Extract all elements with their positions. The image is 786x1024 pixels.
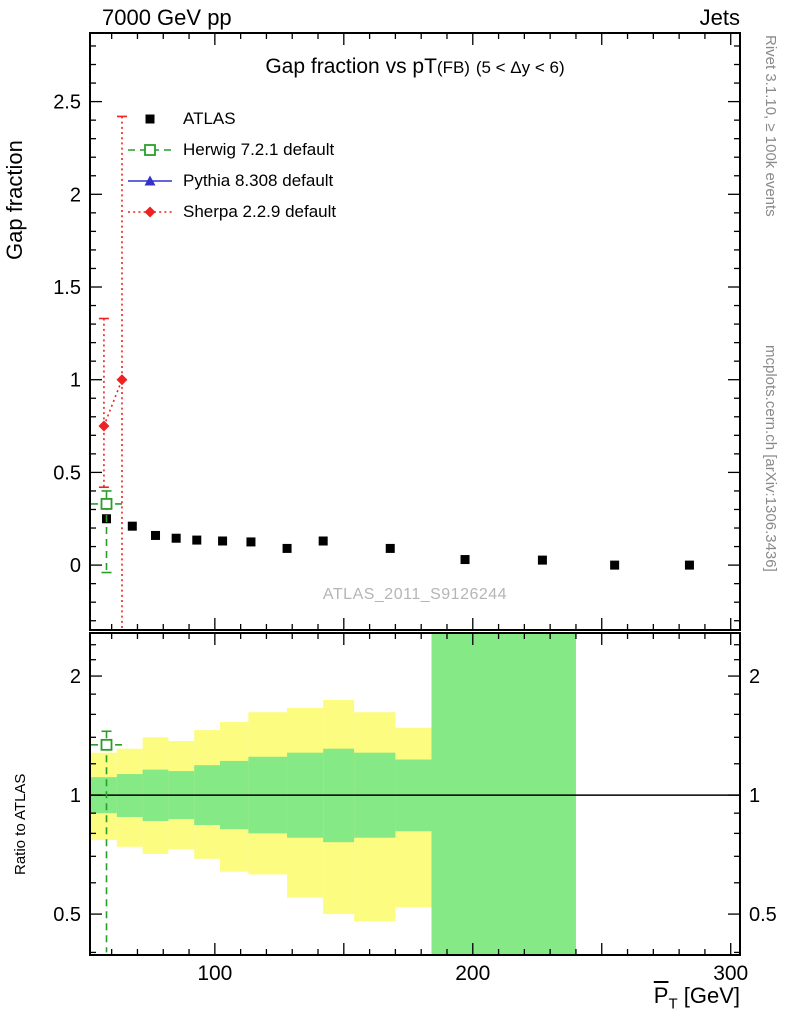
svg-text:100: 100 [197, 962, 232, 985]
plot-title-cut: (5 < Δy < 6) [475, 58, 565, 77]
plot-title: Gap fraction vs pT(FB) (5 < Δy < 6) [90, 55, 740, 79]
svg-text:2: 2 [70, 184, 81, 206]
svg-text:200: 200 [455, 962, 490, 985]
main-y-axis-label: Gap fraction [2, 140, 27, 260]
x-axis-symbol: P [653, 983, 669, 1008]
x-axis-label: PT [GeV] [440, 983, 740, 1012]
diamond-filled-legend-icon [128, 206, 172, 217]
square-filled-legend-icon [145, 114, 155, 123]
legend: ATLAS Herwig 7.2.1 default Pythia 8.308 de… [127, 103, 336, 227]
svg-text:0.5: 0.5 [53, 462, 81, 484]
svg-text:2: 2 [70, 666, 81, 688]
svg-text:300: 300 [713, 962, 748, 985]
svg-text:2: 2 [749, 666, 760, 688]
plot-title-tag: (FB) [436, 58, 470, 77]
triangle-filled-legend-icon [128, 175, 172, 185]
analysis-id-watermark: ATLAS_2011_S9126244 [322, 586, 508, 603]
svg-text:0.5: 0.5 [53, 904, 81, 926]
legend-label: ATLAS [183, 108, 236, 128]
legend-item: Pythia 8.308 default [127, 165, 336, 196]
legend-item: ATLAS [127, 103, 336, 134]
svg-text:1.5: 1.5 [53, 277, 81, 299]
legend-item: Herwig 7.2.1 default [127, 134, 336, 165]
square-open-legend-icon [128, 143, 172, 156]
x-axis-subscript: T [668, 995, 678, 1013]
legend-item: Sherpa 2.2.9 default [127, 196, 336, 227]
beam-energy-label: 7000 GeV pp [102, 5, 232, 30]
svg-text:1: 1 [749, 785, 760, 807]
svg-text:1: 1 [70, 785, 81, 807]
legend-label: Pythia 8.308 default [183, 170, 334, 190]
x-axis-units: [GeV] [677, 983, 740, 1008]
mcplots-reference-note: mcplots.cern.ch [arXiv:1306.3436] [762, 345, 779, 572]
process-label: Jets [699, 5, 740, 30]
legend-label: Herwig 7.2.1 default [183, 139, 335, 159]
svg-text:2.5: 2.5 [53, 92, 81, 114]
legend-label: Sherpa 2.2.9 default [183, 201, 337, 221]
ratio-y-axis-label: Ratio to ATLAS [12, 773, 29, 875]
plot-title-main: Gap fraction vs pT [265, 55, 437, 78]
svg-text:1: 1 [70, 370, 81, 392]
rivet-version-note: Rivet 3.1.10, ≥ 100k events [762, 35, 779, 217]
svg-text:0: 0 [70, 555, 81, 577]
svg-text:0.5: 0.5 [749, 904, 777, 926]
